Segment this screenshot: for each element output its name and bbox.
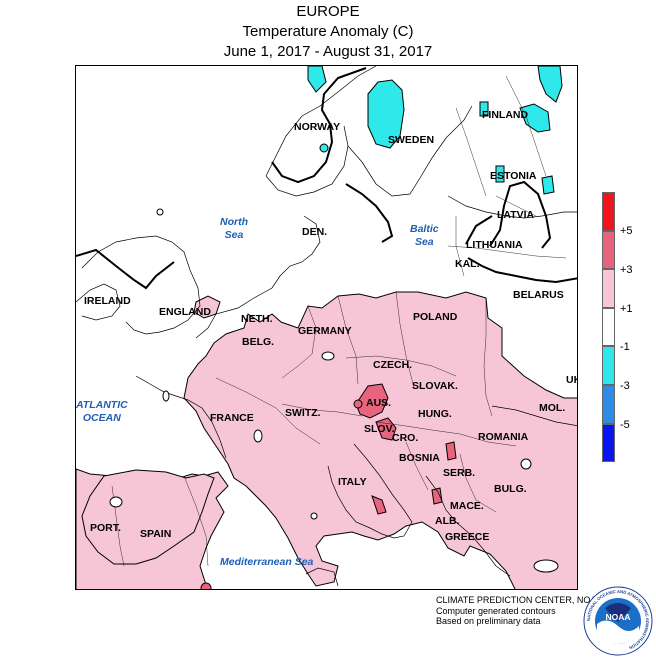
label-italy: ITALY: [338, 476, 367, 488]
label-spain: SPAIN: [140, 528, 172, 540]
legend-tick-plus1: +1: [620, 303, 633, 315]
label-sweden: SWEDEN: [388, 134, 435, 146]
warm-anomaly-core-south: [200, 582, 212, 589]
label-baltic-sea-line1: Baltic: [410, 223, 439, 235]
label-baltic-sea: Baltic Sea: [410, 223, 439, 249]
label-north-sea: North Sea: [220, 216, 248, 242]
label-germany: GERMANY: [298, 325, 352, 337]
label-slovakia: SLOVAK.: [412, 380, 458, 392]
label-slovenia: SLOV.: [364, 423, 395, 435]
label-estonia: ESTONIA: [490, 170, 537, 182]
legend-tick-plus3: +3: [620, 264, 633, 276]
cool-anomaly-latvia: [541, 175, 555, 195]
label-atlantic-line1: ATLANTIC: [76, 399, 128, 411]
map-svg: [76, 66, 577, 589]
cool-anomaly-sweden: [367, 79, 405, 149]
credits-line2: Computer generated contours: [436, 605, 556, 616]
noaa-logo: NATIONAL OCEANIC AND ATMOSPHERIC ADMINIS…: [583, 586, 653, 656]
label-serbia: SERB.: [443, 467, 476, 479]
label-kaliningrad: KAL.: [455, 258, 480, 270]
warm-anomaly-core-italy: [371, 495, 387, 515]
legend-swatch-3: [602, 307, 615, 347]
label-ukraine: UK: [566, 374, 577, 386]
europe-anomaly-map: NORWAY SWEDEN FINLAND ESTONIA LATVIA LIT…: [75, 65, 578, 590]
label-bosnia: BOSNIA: [399, 452, 440, 464]
label-switzerland: SWITZ.: [285, 407, 321, 419]
warm-anomaly-region-central: [183, 291, 577, 589]
label-belarus: BELARUS: [513, 289, 564, 301]
label-england: ENGLAND: [159, 306, 211, 318]
cool-anomaly-finland-west: [479, 101, 489, 117]
cool-anomaly-finland: [519, 103, 551, 133]
label-latvia: LATVIA: [497, 209, 535, 221]
map-title-variable: Temperature Anomaly (C): [242, 23, 414, 40]
zero-contours: [76, 67, 577, 290]
label-baltic-sea-line2: Sea: [414, 236, 434, 248]
label-albania: ALB.: [435, 515, 460, 527]
contour-islands: [109, 208, 559, 573]
coastlines: [76, 66, 577, 587]
legend-swatch-5: [602, 384, 615, 424]
label-greece: GREECE: [445, 531, 490, 543]
legend-swatch-6: [602, 423, 615, 463]
label-mediterranean-sea: Mediterranean Sea: [220, 556, 314, 568]
warm-anomaly-core-croatia: [375, 417, 397, 441]
legend-tick-minus3: -3: [620, 380, 630, 392]
label-finland: FINLAND: [482, 109, 529, 121]
credits-line3: Based on preliminary data: [436, 616, 541, 626]
label-atlantic-ocean: ATLANTIC OCEAN: [76, 399, 128, 425]
label-netherlands: NETH.: [241, 313, 273, 325]
cool-anomaly-norway-south: [319, 143, 329, 153]
label-croatia: CRO.: [392, 432, 419, 444]
country-borders: [111, 75, 567, 567]
legend-tick-minus5: -5: [620, 419, 630, 431]
legend-swatch-4: [602, 346, 615, 385]
label-belgium: BELG.: [242, 336, 275, 348]
label-moldova: MOL.: [539, 402, 566, 414]
anomaly-legend: [602, 192, 615, 463]
label-france: FRANCE: [210, 412, 254, 424]
cool-anomaly-estonia: [495, 165, 505, 183]
label-norway: NORWAY: [294, 121, 341, 133]
cool-anomaly-norway-north: [307, 66, 327, 93]
cool-anomaly-finland-north: [537, 66, 563, 103]
label-macedonia: MACE.: [450, 500, 484, 512]
legend-swatch-0: [602, 192, 615, 231]
map-title-region: EUROPE: [296, 3, 360, 20]
label-atlantic-line2: OCEAN: [82, 412, 121, 424]
map-title-block: EUROPE Temperature Anomaly (C) June 1, 2…: [0, 2, 656, 62]
label-austria: AUS.: [366, 397, 392, 409]
label-romania: ROMANIA: [478, 431, 529, 443]
legend-tick-minus1: -1: [620, 341, 630, 353]
label-czech: CZECH.: [373, 359, 413, 371]
warm-anomaly-core-albania: [431, 487, 443, 505]
label-ireland: IRELAND: [84, 295, 131, 307]
credits-block: CLIMATE PREDICTION CENTER, NOAA Computer…: [436, 595, 602, 627]
warm-anomaly-region-iberia: [81, 469, 215, 565]
label-north-sea-line2: Sea: [224, 229, 244, 241]
label-north-sea-line1: North: [220, 216, 248, 228]
label-hungary: HUNG.: [418, 408, 452, 420]
legend-swatch-1: [602, 230, 615, 270]
noaa-logo-text: NOAA: [605, 612, 630, 622]
credits-line1: CLIMATE PREDICTION CENTER, NOAA: [436, 595, 603, 605]
map-title-period: June 1, 2017 - August 31, 2017: [223, 43, 433, 60]
label-bulgaria: BULG.: [494, 483, 527, 495]
warm-anomaly-core-serbia: [445, 441, 457, 461]
warm-anomaly-core-austria: [355, 383, 389, 419]
label-denmark: DEN.: [302, 226, 328, 238]
warm-anomaly-core-slovenia: [353, 399, 363, 409]
label-poland: POLAND: [413, 311, 458, 323]
label-portugal: PORT.: [90, 522, 121, 534]
label-lithuania: LITHUANIA: [466, 239, 523, 251]
legend-tick-plus5: +5: [620, 225, 633, 237]
legend-swatch-2: [602, 269, 615, 308]
